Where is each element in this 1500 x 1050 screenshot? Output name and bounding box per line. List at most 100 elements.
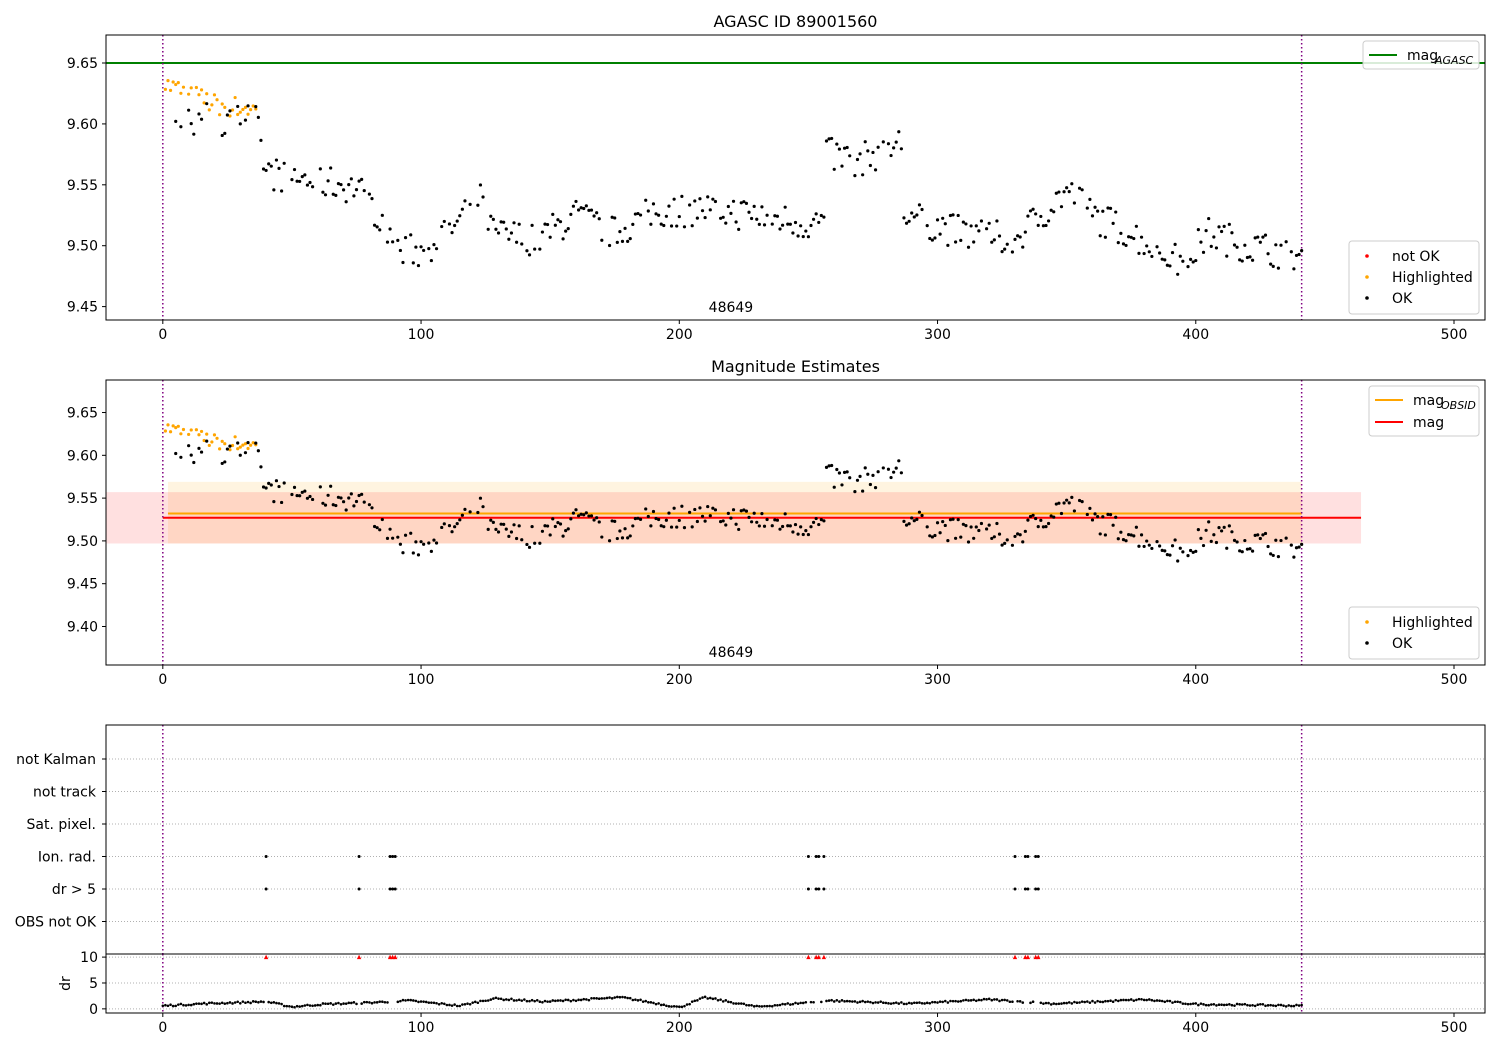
ok-point bbox=[979, 219, 984, 223]
ok-point bbox=[396, 535, 400, 539]
ok-point bbox=[1289, 543, 1293, 547]
dr-point bbox=[1135, 998, 1138, 1002]
dr-point bbox=[556, 999, 560, 1002]
dr-point bbox=[1173, 1000, 1177, 1004]
ok-point bbox=[447, 222, 452, 226]
legend-box bbox=[1368, 385, 1480, 437]
ok-point bbox=[179, 455, 183, 459]
dr-point bbox=[466, 1002, 469, 1005]
dr-point bbox=[760, 1005, 764, 1008]
dr-point bbox=[701, 996, 704, 999]
highlighted-point bbox=[166, 79, 170, 83]
ok-point bbox=[1212, 533, 1216, 537]
dr-point bbox=[690, 1000, 694, 1003]
dr-point bbox=[1114, 998, 1118, 1002]
ok-point bbox=[1023, 230, 1027, 234]
highlighted-point bbox=[236, 447, 240, 451]
ok-point bbox=[558, 220, 563, 224]
ok-point bbox=[347, 183, 351, 187]
dr-point bbox=[1055, 1002, 1058, 1006]
legend-box bbox=[1362, 40, 1480, 70]
ok-point bbox=[401, 260, 405, 265]
dr-point bbox=[554, 999, 557, 1003]
dr-point bbox=[257, 1001, 260, 1004]
ok-point bbox=[1258, 240, 1262, 244]
ok-point bbox=[615, 536, 619, 541]
ok-point bbox=[256, 115, 260, 119]
ok-point bbox=[372, 524, 377, 529]
dr-point bbox=[830, 998, 833, 1002]
legend-label: Highlighted bbox=[1392, 270, 1473, 286]
dr-point bbox=[337, 1001, 340, 1005]
ok-point bbox=[1132, 534, 1136, 538]
ok-point bbox=[711, 506, 715, 510]
ok-point bbox=[979, 521, 984, 526]
dr-point bbox=[763, 1004, 766, 1008]
dr-point bbox=[298, 1005, 301, 1008]
highlighted-point bbox=[197, 433, 201, 437]
highlighted-point bbox=[189, 86, 193, 90]
ok-point bbox=[1230, 231, 1234, 235]
dr-point bbox=[1238, 1003, 1241, 1006]
dr-point bbox=[685, 1003, 689, 1006]
dr-point bbox=[1220, 1003, 1223, 1007]
dr-point bbox=[1207, 1003, 1210, 1007]
ok-point bbox=[925, 224, 929, 228]
ok-point bbox=[845, 145, 849, 150]
flag-point bbox=[1034, 855, 1038, 858]
ok-point bbox=[1300, 249, 1304, 253]
panel-flags: not Kalman not track Sat. pixel. Ion. rad. d… bbox=[15, 725, 1485, 954]
dr-point bbox=[541, 1000, 544, 1004]
ok-point bbox=[636, 211, 640, 216]
ok-point bbox=[744, 509, 749, 513]
ok-point bbox=[618, 529, 622, 533]
ok-point bbox=[344, 508, 348, 512]
dr-point bbox=[851, 1000, 854, 1003]
ok-point bbox=[607, 243, 612, 248]
highlighted-point bbox=[212, 93, 217, 97]
dr-point bbox=[548, 1000, 552, 1003]
ok-point bbox=[1219, 529, 1224, 533]
flag-point bbox=[806, 855, 810, 858]
ok-point bbox=[811, 217, 816, 221]
ok-point bbox=[352, 194, 356, 198]
ok-point bbox=[1039, 214, 1043, 219]
ok-point bbox=[682, 225, 687, 229]
ok-point bbox=[809, 525, 813, 529]
dr-point bbox=[1264, 1004, 1267, 1008]
dr-point bbox=[432, 1001, 436, 1005]
ok-point bbox=[197, 112, 201, 116]
dr-point bbox=[623, 996, 627, 999]
ok-point bbox=[362, 188, 366, 193]
dr-point bbox=[1290, 1004, 1293, 1008]
dr-point bbox=[967, 999, 970, 1002]
ok-point bbox=[729, 211, 733, 215]
dr-point bbox=[672, 1004, 676, 1008]
ok-point bbox=[1015, 234, 1020, 238]
dr-point bbox=[1295, 1003, 1298, 1007]
dr-point bbox=[280, 1002, 283, 1006]
ok-point bbox=[1173, 242, 1177, 246]
y-tick-label: 5 bbox=[89, 976, 98, 992]
dr-point bbox=[381, 1000, 384, 1003]
ok-point bbox=[269, 164, 273, 168]
ok-point bbox=[347, 496, 351, 500]
ok-point bbox=[564, 529, 568, 533]
dr-point bbox=[308, 1004, 312, 1007]
ok-point bbox=[1106, 512, 1110, 516]
legend-subscript: AGASC bbox=[1434, 54, 1474, 67]
ok-point bbox=[282, 161, 286, 165]
ok-point bbox=[1139, 533, 1144, 537]
ok-point bbox=[1160, 548, 1164, 552]
dr-point bbox=[605, 996, 609, 1000]
dr-point bbox=[962, 999, 965, 1002]
ok-point bbox=[463, 199, 467, 203]
axes-frame bbox=[105, 953, 1486, 1014]
ok-point bbox=[832, 167, 836, 171]
ok-point bbox=[391, 240, 395, 244]
obsid-annotation: 48649 bbox=[709, 300, 754, 316]
x-tick-label: 100 bbox=[408, 672, 435, 688]
flag-point bbox=[1026, 855, 1030, 858]
axes-frame bbox=[105, 34, 1486, 321]
ok-point bbox=[757, 222, 761, 226]
